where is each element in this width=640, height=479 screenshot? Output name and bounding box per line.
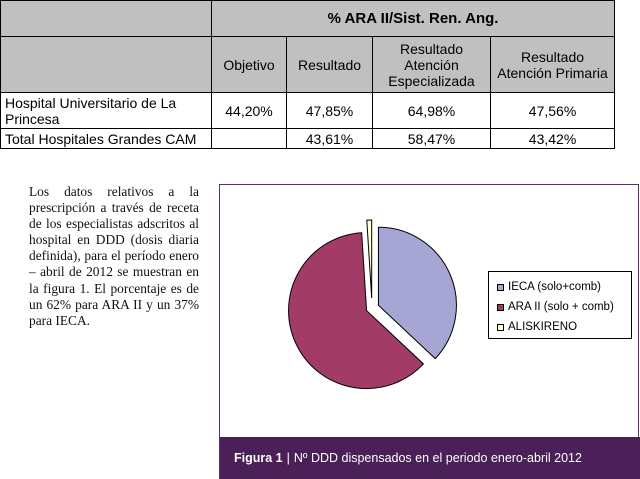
cell-resultado: 43,61% (286, 128, 373, 149)
legend-label: ARA II (solo + comb) (508, 301, 614, 313)
legend-swatch-ieca (497, 283, 504, 291)
cell-especializada: 58,47% (372, 128, 491, 149)
table-row: Total Hospitales Grandes CAM 43,61% 58,4… (0, 128, 616, 149)
table-corner-cell (0, 0, 212, 37)
column-header-objetivo: Objetivo (211, 36, 287, 93)
results-table: % ARA II/Sist. Ren. Ang. Objetivo Result… (0, 0, 616, 149)
figure-1: IECA (solo+comb) ARA II (solo + comb) AL… (219, 184, 640, 479)
cell-resultado: 47,85% (286, 92, 373, 129)
table-bottom-rule (0, 148, 614, 149)
column-header-resultado: Resultado (286, 36, 373, 93)
pie-slice-ara (288, 232, 425, 390)
row-label: Hospital Universitario de La Princesa (0, 92, 212, 129)
caption-text: Nº DDD dispensados en el periodo enero-a… (293, 451, 582, 465)
pie-slice-ieca (377, 226, 457, 360)
cell-primaria: 43,42% (489, 128, 616, 149)
caption-separator: | (286, 451, 290, 465)
caption-label: Figura 1 (234, 451, 283, 465)
legend-swatch-aliskireno (497, 323, 504, 331)
chart-legend: IECA (solo+comb) ARA II (solo + comb) AL… (488, 271, 632, 339)
cell-objetivo (211, 128, 287, 149)
table-row: Hospital Universitario de La Princesa 44… (0, 92, 616, 129)
cell-primaria: 47,56% (489, 92, 616, 129)
pie-slice-aliskireno (366, 219, 373, 299)
cell-especializada: 64,98% (372, 92, 491, 129)
cell-objetivo: 44,20% (211, 92, 287, 129)
table-title: % ARA II/Sist. Ren. Ang. (210, 0, 616, 37)
legend-item: ARA II (solo + comb) (497, 297, 631, 317)
column-header-primaria: Resultado Atención Primaria (489, 36, 616, 93)
legend-swatch-ara (497, 303, 504, 311)
pie-chart (288, 219, 457, 390)
figure-caption: Figura 1 | Nº DDD dispensados en el peri… (220, 437, 640, 479)
column-header-especializada: Resultado Atención Especializada (372, 36, 491, 93)
body-paragraph: Los datos relativos a la prescripción a … (29, 184, 199, 328)
table-header-blank (0, 36, 212, 93)
legend-label: ALISKIRENO (508, 321, 578, 333)
legend-item: IECA (solo+comb) (497, 277, 631, 297)
row-label: Total Hospitales Grandes CAM (0, 128, 212, 149)
legend-item: ALISKIRENO (497, 317, 631, 337)
legend-label: IECA (solo+comb) (508, 281, 601, 293)
